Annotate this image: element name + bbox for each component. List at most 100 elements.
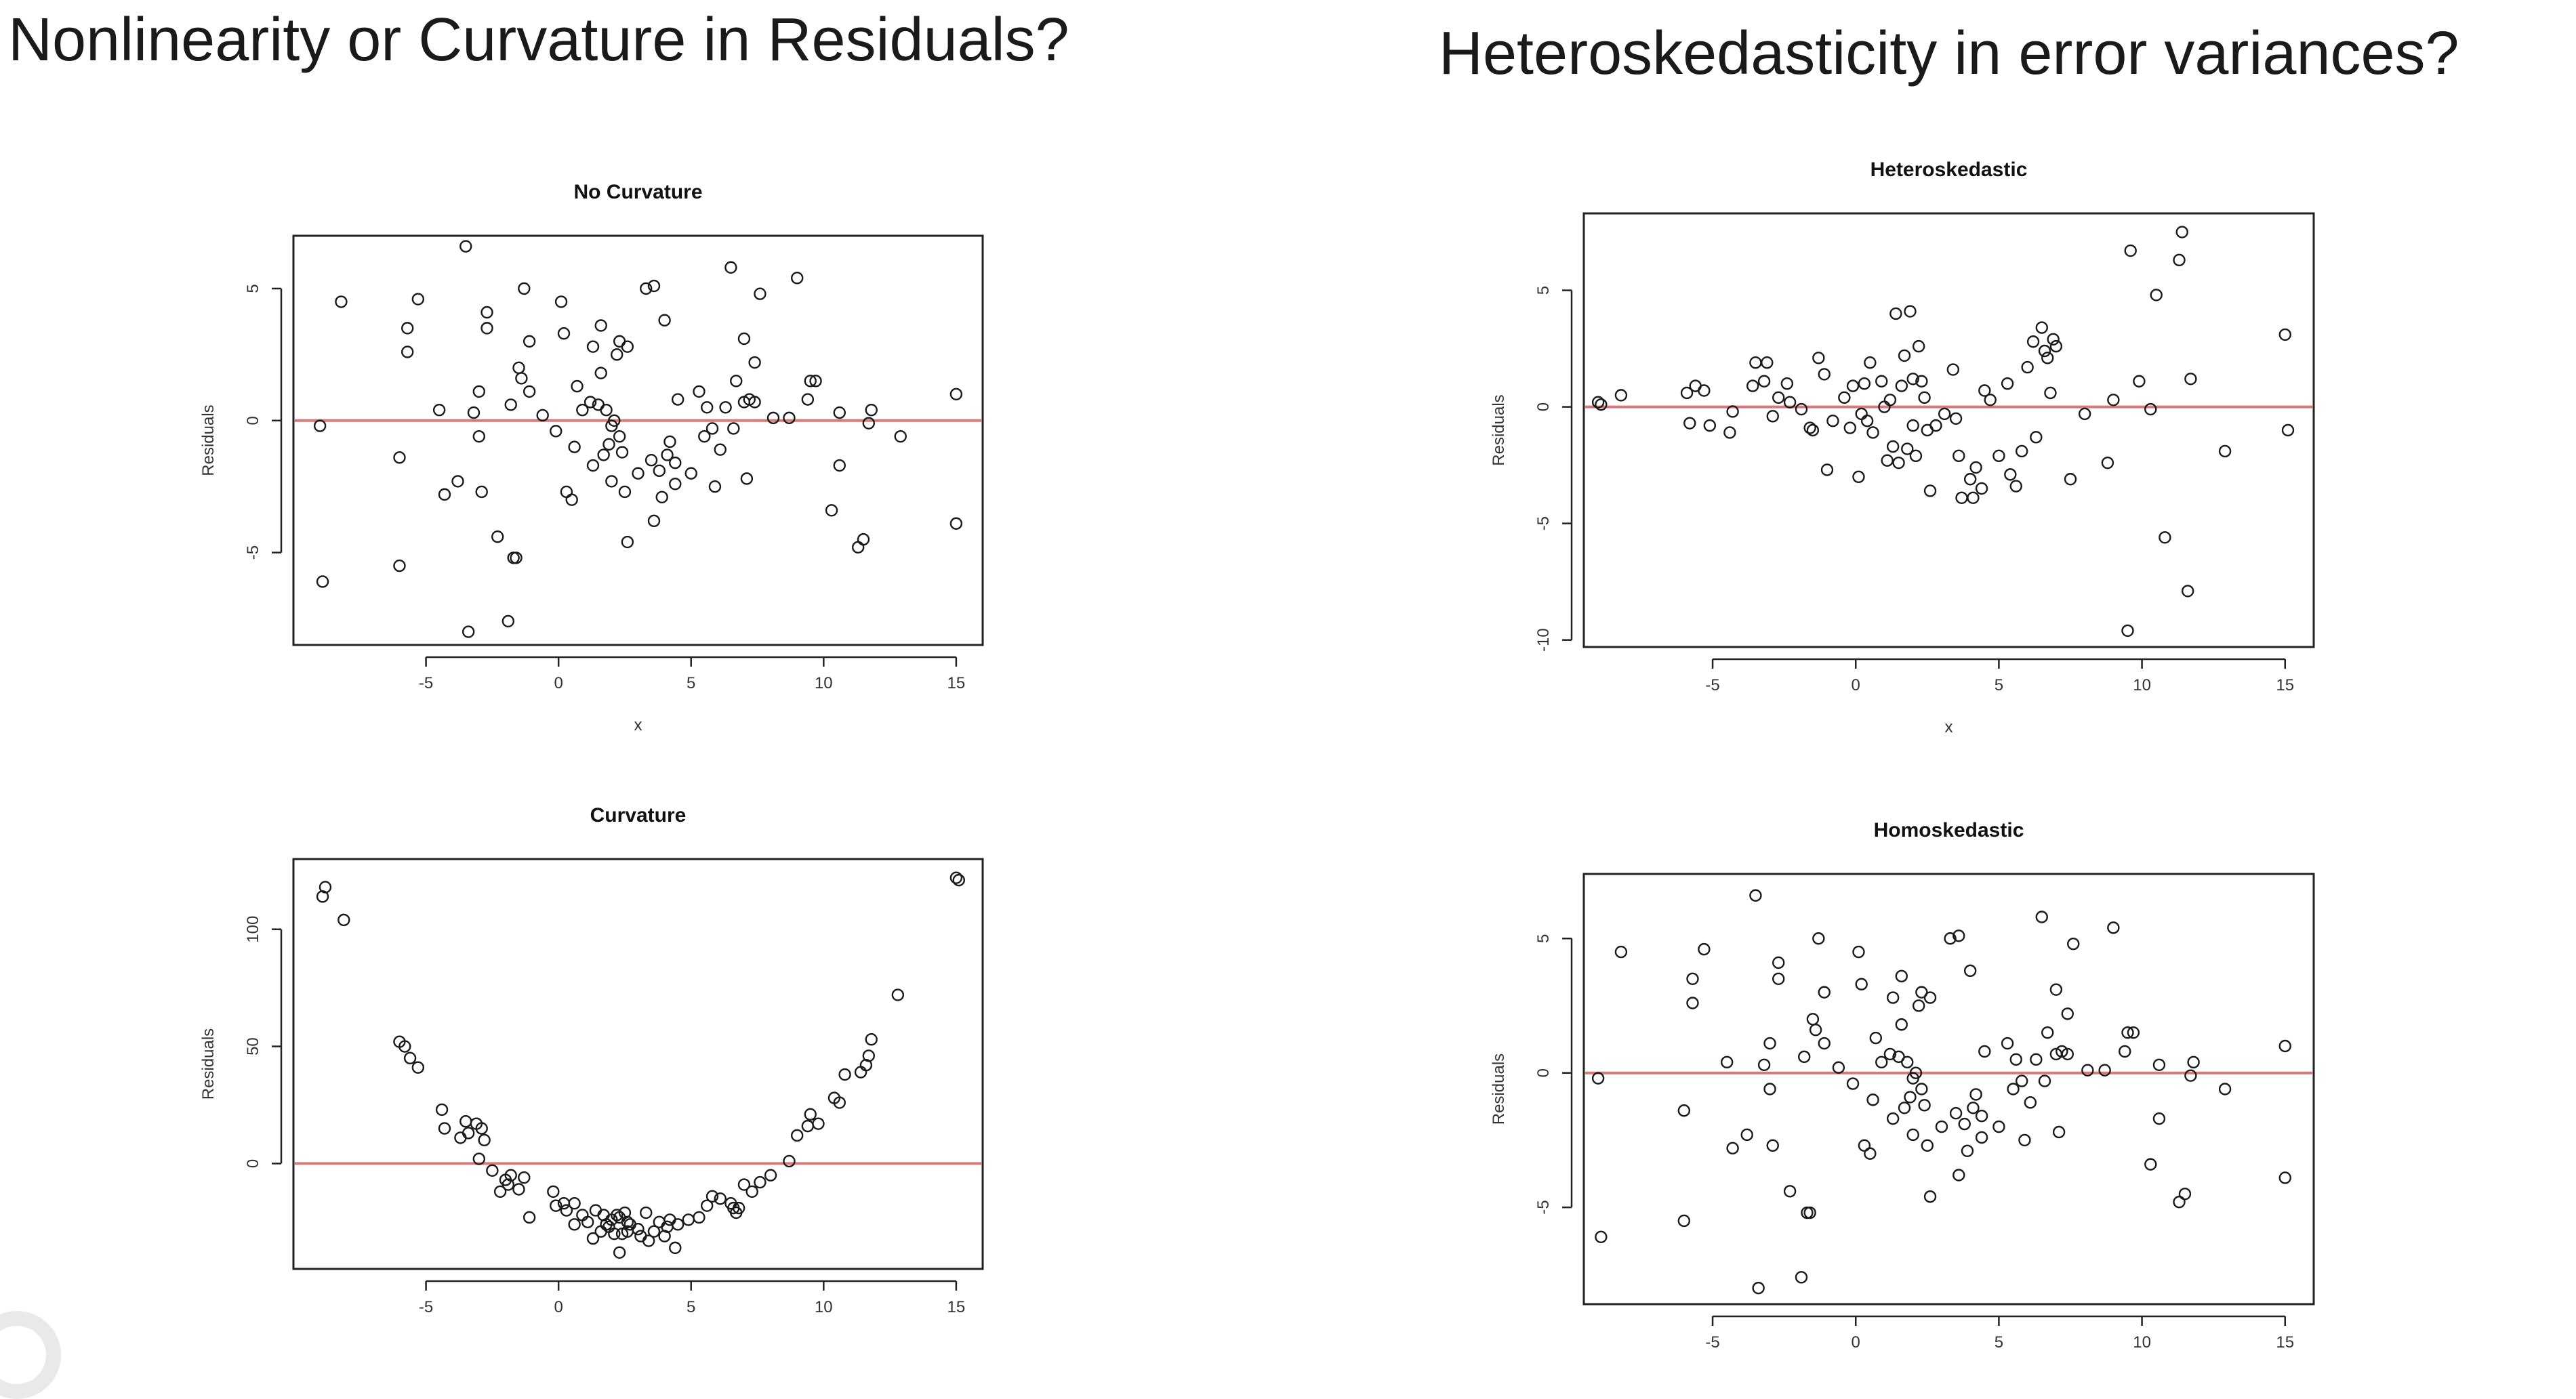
x-tick-label: 15	[2276, 676, 2294, 694]
plot-frame	[292, 234, 984, 646]
data-point	[1803, 421, 1816, 434]
data-point	[833, 406, 846, 419]
data-point	[632, 467, 645, 480]
data-point	[663, 1213, 676, 1226]
data-point	[1846, 1077, 1860, 1090]
data-point	[1783, 1185, 1797, 1198]
data-point	[1889, 307, 1902, 320]
data-point	[565, 493, 578, 506]
plot-heteroskedastic: Heteroskedastic -5 0 5 10 15 x -10 -5 0 5 Residuals	[1490, 159, 2315, 736]
data-point	[949, 871, 963, 884]
data-point	[2038, 344, 2051, 358]
data-point	[719, 401, 732, 414]
data-point	[801, 393, 815, 406]
data-point	[1923, 1190, 1937, 1203]
data-point	[393, 451, 406, 464]
data-point	[547, 1185, 560, 1198]
data-point	[2178, 1188, 2192, 1200]
data-point	[2133, 375, 2146, 388]
data-point	[653, 1215, 666, 1229]
data-point	[1953, 930, 1965, 942]
data-point	[1726, 1142, 1739, 1155]
data-point	[2121, 624, 2134, 638]
data-point	[512, 361, 525, 375]
data-point	[1967, 491, 1980, 504]
data-point	[2030, 431, 2043, 444]
data-point	[1898, 1102, 1911, 1114]
data-point	[462, 625, 475, 638]
data-point	[2021, 360, 2034, 374]
data-point	[491, 530, 504, 543]
data-point	[2281, 423, 2295, 437]
x-tick-label: 10	[2133, 676, 2151, 694]
data-point	[597, 448, 610, 461]
data-point	[2035, 911, 2048, 923]
data-point	[790, 272, 804, 285]
data-point	[518, 282, 531, 295]
data-point	[554, 295, 568, 308]
data-point	[740, 472, 754, 485]
data-point	[1723, 426, 1736, 439]
data-point	[1726, 405, 1739, 418]
heading-heteroskedasticity: Heteroskedasticity in error variances?	[1439, 20, 2459, 87]
data-point	[523, 335, 536, 348]
data-point	[1864, 356, 1877, 369]
data-point	[1757, 375, 1771, 388]
data-point	[2061, 1047, 2074, 1061]
data-point	[1923, 484, 1937, 497]
data-point	[766, 411, 780, 425]
data-point	[1843, 421, 1856, 434]
data-point	[478, 1133, 491, 1147]
x-tick-label: -5	[1705, 676, 1719, 694]
data-point	[481, 322, 493, 335]
data-point	[560, 1204, 573, 1217]
data-point	[2049, 983, 2063, 996]
data-point	[693, 385, 706, 398]
x-tick-label: 0	[1852, 676, 1860, 694]
data-point	[1944, 932, 1957, 945]
data-point	[2098, 1064, 2111, 1077]
data-point	[2150, 289, 2163, 301]
data-point	[594, 319, 607, 332]
data-point	[1921, 1139, 1934, 1152]
data-point	[1591, 1072, 1605, 1085]
data-point	[568, 440, 581, 453]
data-point	[451, 475, 464, 488]
data-point	[586, 459, 600, 472]
data-point	[571, 379, 584, 393]
data-point	[682, 1213, 695, 1226]
y-tick-label: 5	[1534, 934, 1553, 943]
data-point	[1875, 1056, 1888, 1069]
y-tick-label: -5	[1534, 516, 1553, 530]
data-point	[401, 346, 414, 358]
data-point	[865, 403, 878, 417]
data-point	[1975, 1109, 1988, 1123]
data-point	[518, 1171, 531, 1184]
data-point	[2278, 328, 2291, 341]
x-tick-label: 0	[1852, 1333, 1860, 1352]
data-point	[398, 1040, 411, 1053]
data-point	[475, 1122, 488, 1135]
data-point	[502, 614, 515, 628]
data-point	[671, 1218, 684, 1231]
data-point	[1869, 1031, 1883, 1045]
data-point	[1803, 1206, 1816, 1219]
data-point	[708, 480, 722, 493]
data-point	[608, 414, 621, 427]
data-point	[2047, 333, 2060, 346]
data-point	[581, 1215, 594, 1229]
data-point	[825, 504, 838, 517]
data-point	[2049, 339, 2063, 353]
data-point	[1806, 1013, 1820, 1026]
data-point	[1614, 389, 1628, 402]
data-point	[1992, 1120, 2005, 1133]
data-point	[459, 1114, 472, 1128]
data-point	[1798, 1050, 1811, 1064]
data-point	[647, 279, 661, 293]
data-point	[1812, 352, 1825, 364]
data-point	[615, 446, 629, 459]
data-point	[481, 306, 493, 319]
data-point	[1909, 1066, 1923, 1079]
data-point	[1881, 454, 1894, 467]
data-point	[568, 1196, 581, 1210]
